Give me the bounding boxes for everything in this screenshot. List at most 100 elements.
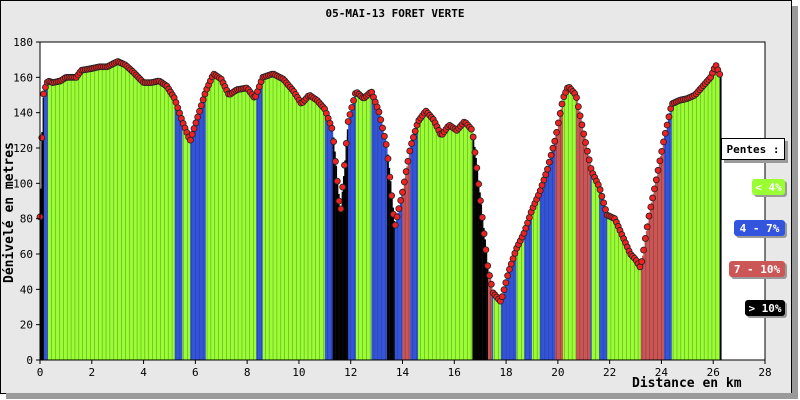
slope-bar	[424, 111, 427, 360]
slope-bar	[72, 77, 75, 360]
slope-bar	[561, 101, 564, 361]
slope-bar	[425, 111, 428, 360]
slope-bar	[270, 74, 273, 361]
slope-bar	[86, 69, 89, 361]
slope-bar	[638, 264, 641, 360]
slope-bar	[181, 119, 184, 360]
elevation-marker	[504, 272, 512, 280]
slope-bar	[349, 113, 352, 361]
slope-bar	[205, 89, 208, 361]
slope-bar	[98, 66, 101, 360]
slope-bar	[320, 105, 323, 360]
slope-bar	[339, 208, 341, 360]
slope-bar	[443, 131, 446, 360]
elevation-marker	[469, 133, 477, 141]
slope-bar	[172, 95, 174, 360]
slope-bar	[487, 271, 490, 360]
elevation-marker	[197, 102, 205, 109]
elevation-marker	[406, 147, 414, 155]
slope-bar	[568, 86, 571, 361]
slope-bar	[675, 101, 678, 361]
slope-bar	[283, 79, 286, 361]
elevation-marker	[477, 197, 484, 205]
slope-bar	[519, 242, 521, 360]
x-tick-label: 28	[758, 366, 771, 379]
slope-bar	[511, 262, 514, 360]
slope-bar	[208, 84, 211, 361]
slope-bar	[634, 258, 637, 360]
slope-bar	[388, 167, 391, 360]
x-tick-label: 24	[655, 366, 669, 379]
y-tick-label: 60	[20, 248, 33, 261]
slope-bar	[711, 72, 714, 360]
slope-bar	[174, 100, 177, 360]
slope-bar	[566, 87, 569, 361]
slope-bar	[310, 96, 313, 360]
slope-bar	[379, 115, 382, 360]
elevation-marker	[187, 136, 194, 144]
slope-bar	[357, 93, 360, 360]
slope-bar	[130, 70, 133, 361]
slope-bar	[517, 244, 520, 360]
slope-bar	[579, 117, 582, 360]
elevation-marker	[547, 151, 555, 159]
slope-bar	[497, 298, 499, 360]
slope-bar	[236, 89, 239, 360]
slope-bar	[94, 67, 97, 360]
slope-bar	[279, 77, 282, 360]
elevation-marker	[382, 141, 390, 148]
slope-bar	[81, 70, 84, 360]
slope-bar	[543, 178, 546, 360]
slope-bar	[157, 81, 160, 360]
slope-bar	[314, 98, 317, 360]
slope-bar	[533, 205, 536, 360]
slope-bar	[535, 199, 538, 360]
slope-bar	[263, 76, 266, 361]
slope-bar	[285, 82, 288, 361]
slope-bar	[414, 132, 417, 360]
slope-bar	[698, 89, 701, 360]
slope-bar	[498, 299, 501, 360]
slope-bar	[241, 88, 244, 361]
slope-bar	[692, 95, 695, 360]
slope-bar	[238, 89, 240, 361]
frame-shadow-right	[792, 6, 798, 398]
slope-bar	[112, 63, 115, 360]
slope-bar	[476, 168, 479, 360]
slope-bar	[231, 92, 234, 360]
legend-item: 7 - 10%	[729, 261, 785, 277]
elevation-marker	[408, 140, 415, 147]
slope-bar	[442, 132, 445, 360]
slope-bar	[222, 83, 225, 360]
slope-bar	[454, 129, 457, 360]
slope-bar	[213, 74, 216, 361]
slope-bar	[361, 96, 363, 361]
slope-bar	[399, 201, 402, 360]
x-tick-label: 12	[344, 366, 357, 379]
slope-bar	[419, 118, 422, 360]
slope-bar	[300, 102, 303, 361]
slope-bar	[344, 160, 347, 360]
slope-bar	[266, 75, 269, 360]
slope-bar	[288, 86, 291, 360]
slope-bar	[68, 77, 71, 360]
slope-bar	[280, 78, 283, 361]
slope-bar	[210, 78, 213, 360]
slope-bar	[179, 115, 182, 360]
slope-bar	[183, 126, 186, 360]
slope-bar	[248, 90, 251, 360]
slope-bar	[546, 171, 549, 360]
slope-bar	[542, 182, 545, 360]
slope-bar	[612, 217, 615, 360]
slope-bar	[469, 128, 472, 360]
slope-bar	[547, 166, 550, 360]
slope-bar	[555, 135, 558, 360]
legend-title: Pentes :	[721, 138, 785, 160]
elevation-marker	[335, 197, 343, 205]
slope-bar	[597, 185, 600, 360]
slope-bar	[323, 108, 326, 361]
slope-bar	[359, 95, 362, 360]
slope-bar	[244, 88, 247, 360]
slope-bar	[503, 289, 506, 360]
slope-bar	[705, 82, 708, 361]
